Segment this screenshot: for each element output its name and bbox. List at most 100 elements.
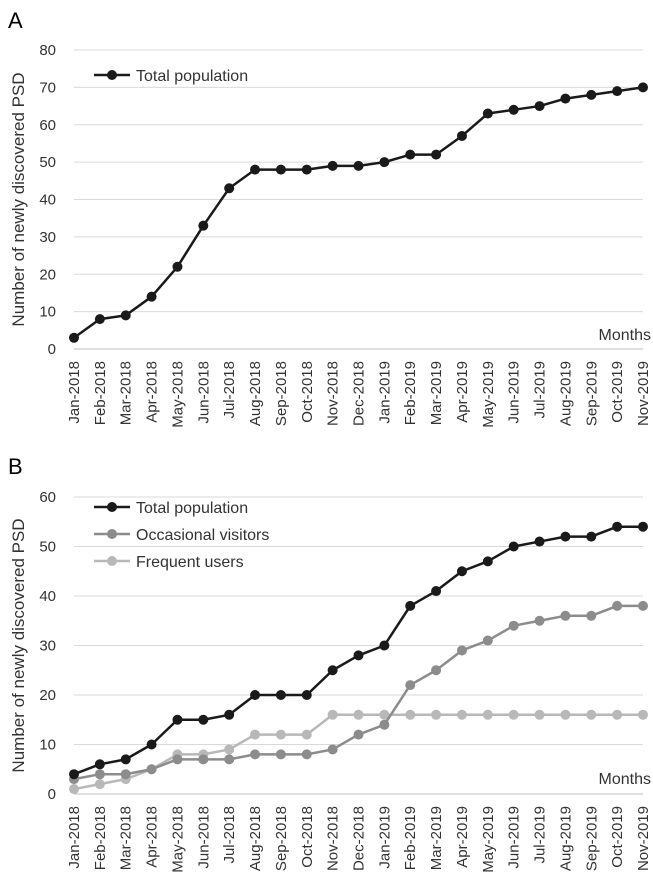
data-point <box>560 93 571 104</box>
data-point <box>198 754 209 765</box>
x-tick-label: Oct-2018 <box>299 806 316 868</box>
x-tick-label: Jun-2018 <box>195 806 212 869</box>
data-point <box>586 89 597 100</box>
chart-b-svg: B 0 10 20 30 40 50 60 Number of newly discovered… <box>8 454 652 873</box>
x-tick-label: Feb-2018 <box>92 806 109 870</box>
chart-panel-b: B 0 10 20 30 40 50 60 Number of newly discovered… <box>0 446 653 893</box>
legend-entry: Frequent users <box>94 554 244 571</box>
y-tick-label: 30 <box>39 229 56 246</box>
data-point <box>275 690 286 700</box>
data-point <box>405 600 416 611</box>
data-point <box>69 769 79 780</box>
data-point <box>379 640 390 651</box>
data-point <box>534 615 545 626</box>
data-point <box>172 714 183 725</box>
data-point <box>224 744 235 755</box>
x-axis-label: Months <box>599 327 651 344</box>
x-tick-label: Feb-2019 <box>402 361 419 425</box>
data-point <box>172 261 183 272</box>
y-tick-label: 20 <box>39 687 56 704</box>
data-point <box>612 86 623 97</box>
data-point <box>431 709 442 720</box>
data-point <box>431 586 442 597</box>
x-tick-label: Mar-2018 <box>118 361 135 425</box>
x-tick-label: Jun-2019 <box>506 361 523 424</box>
y-tick-label: 20 <box>39 266 56 283</box>
x-tick-label: Mar-2018 <box>118 806 135 870</box>
x-tick-label: May-2019 <box>480 806 497 873</box>
x-tick-label: Oct-2018 <box>299 361 316 423</box>
y-tick-label: 40 <box>39 192 56 209</box>
data-point <box>327 744 338 755</box>
data-point <box>120 310 131 321</box>
data-point <box>456 709 467 720</box>
data-point <box>638 709 648 720</box>
data-point <box>146 764 157 775</box>
x-tick-label: Nov-2018 <box>325 361 342 426</box>
x-tick-label: Oct-2019 <box>609 806 626 868</box>
data-point <box>301 690 312 700</box>
data-point <box>94 779 105 790</box>
x-tick-label: Nov-2019 <box>635 806 652 871</box>
x-tick-label: Jul-2018 <box>221 806 238 864</box>
data-point <box>508 709 519 720</box>
data-point <box>275 164 286 175</box>
y-tick-label: 40 <box>39 588 56 605</box>
legend-entry: Total population <box>94 68 248 85</box>
x-tick-label: Jan-2019 <box>376 806 393 869</box>
data-point <box>456 645 467 656</box>
data-point <box>172 754 183 765</box>
data-point <box>431 149 442 160</box>
x-tick-label: Dec-2018 <box>351 806 368 871</box>
data-point <box>638 600 648 611</box>
legend-label: Occasional visitors <box>136 527 269 544</box>
x-tick-label: Sep-2018 <box>273 361 290 426</box>
data-point <box>327 709 338 720</box>
x-tick-label: Mar-2019 <box>428 361 445 425</box>
legend-marker <box>107 70 117 80</box>
data-point <box>560 610 571 621</box>
data-point <box>586 610 597 621</box>
data-point <box>250 729 261 740</box>
data-point <box>405 149 416 160</box>
data-point <box>638 82 648 93</box>
y-tick-label: 70 <box>39 79 56 96</box>
x-tick-label: Aug-2019 <box>557 361 574 426</box>
data-point <box>146 291 157 302</box>
y-tick-label: 60 <box>39 489 56 506</box>
y-tick-label: 10 <box>39 737 56 754</box>
x-tick-label: Sep-2018 <box>273 806 290 871</box>
data-point <box>638 521 648 532</box>
x-tick-label: May-2018 <box>169 806 186 873</box>
data-point <box>482 556 493 567</box>
legend-marker <box>107 502 117 512</box>
x-tick-label: Apr-2019 <box>454 361 471 423</box>
data-point <box>224 709 235 720</box>
data-point <box>379 709 390 720</box>
data-point <box>508 541 519 552</box>
x-tick-label: Jun-2018 <box>195 361 212 424</box>
legend-label: Total population <box>136 500 248 517</box>
y-tick-label: 60 <box>39 117 56 134</box>
x-tick-label: May-2018 <box>169 361 186 428</box>
x-tick-label: Jan-2018 <box>66 361 83 424</box>
legend-marker <box>107 529 117 539</box>
data-point <box>198 220 209 231</box>
data-point <box>508 104 519 115</box>
x-tick-label: Jun-2019 <box>506 806 523 869</box>
data-point <box>612 709 623 720</box>
x-tick-label: Oct-2019 <box>609 361 626 423</box>
y-tick-label: 0 <box>48 786 56 803</box>
data-point <box>120 754 131 765</box>
x-tick-label: May-2019 <box>480 361 497 428</box>
x-tick-label: Dec-2018 <box>351 361 368 426</box>
x-tick-label: Nov-2018 <box>325 806 342 871</box>
data-point <box>120 769 131 780</box>
x-tick-label: Apr-2018 <box>144 361 161 423</box>
data-point <box>534 709 545 720</box>
data-point <box>379 157 390 168</box>
x-tick-label: Sep-2019 <box>583 361 600 426</box>
data-point <box>275 729 286 740</box>
data-point <box>69 784 79 795</box>
data-point <box>224 183 235 194</box>
